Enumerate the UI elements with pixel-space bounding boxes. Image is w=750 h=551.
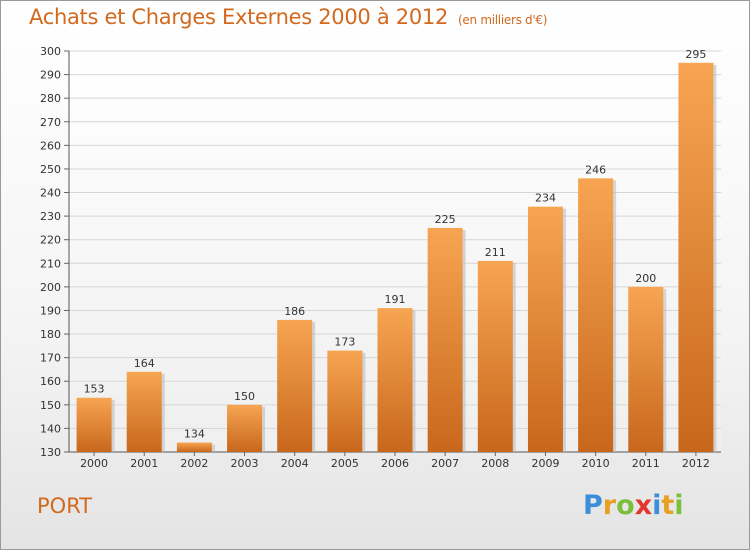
y-tick-label: 250 — [40, 163, 61, 176]
data-label: 191 — [385, 293, 406, 306]
bar — [277, 319, 313, 452]
data-label: 295 — [685, 48, 706, 61]
logo-letter: t — [661, 490, 675, 521]
y-tick-label: 180 — [40, 328, 61, 341]
x-tick-label: 2009 — [531, 457, 559, 470]
x-tick-label: 2008 — [481, 457, 509, 470]
title-unit: (en milliers d'€) — [458, 13, 548, 27]
data-label: 246 — [585, 163, 606, 176]
x-tick-label: 2007 — [431, 457, 459, 470]
bar — [176, 442, 212, 452]
y-tick-label: 160 — [40, 375, 61, 388]
bar — [578, 178, 614, 452]
y-tick-label: 140 — [40, 422, 61, 435]
logo-letter: o — [616, 490, 635, 521]
x-tick-label: 2012 — [682, 457, 710, 470]
y-tick-label: 290 — [40, 69, 61, 82]
y-tick-label: 200 — [40, 281, 61, 294]
y-tick-label: 220 — [40, 234, 61, 247]
bar — [227, 404, 263, 452]
data-label: 153 — [84, 383, 105, 396]
logo-letter: i — [652, 490, 662, 521]
bar — [628, 286, 664, 452]
data-label: 200 — [635, 272, 656, 285]
x-tick-label: 2005 — [331, 457, 359, 470]
x-tick-label: 2003 — [231, 457, 259, 470]
y-tick-label: 260 — [40, 139, 61, 152]
logo-letter: P — [583, 490, 603, 521]
proxiti-logo: Proxiti — [583, 490, 684, 521]
commune-name: PORT — [37, 494, 93, 518]
data-label: 164 — [134, 357, 155, 370]
bar — [327, 350, 363, 452]
data-label: 225 — [435, 213, 456, 226]
bar — [76, 397, 112, 452]
bar — [126, 371, 162, 452]
y-tick-label: 190 — [40, 304, 61, 317]
logo-letter: r — [602, 490, 617, 521]
x-tick-label: 2011 — [632, 457, 660, 470]
bar — [477, 260, 513, 452]
bar — [527, 206, 563, 452]
y-tick-label: 280 — [40, 92, 61, 105]
logo-letter: x — [634, 490, 653, 521]
data-label: 150 — [234, 390, 255, 403]
y-tick-label: 270 — [40, 116, 61, 129]
y-tick-label: 230 — [40, 210, 61, 223]
y-tick-label: 170 — [40, 352, 61, 365]
x-tick-label: 2002 — [180, 457, 208, 470]
chart-title: Achats et Charges Externes 2000 à 2012 (e… — [29, 5, 547, 29]
x-tick-label: 2004 — [281, 457, 309, 470]
logo-letter: i — [674, 490, 684, 521]
title-text: Achats et Charges Externes 2000 à 2012 — [29, 5, 449, 29]
x-tick-label: 2010 — [582, 457, 610, 470]
x-tick-label: 2001 — [130, 457, 158, 470]
y-tick-label: 210 — [40, 257, 61, 270]
data-label: 186 — [284, 305, 305, 318]
data-label: 173 — [334, 336, 355, 349]
data-label: 211 — [485, 246, 506, 259]
bar — [427, 227, 463, 452]
y-tick-label: 150 — [40, 399, 61, 412]
data-label: 134 — [184, 428, 205, 441]
y-tick-label: 240 — [40, 187, 61, 200]
x-tick-label: 2000 — [80, 457, 108, 470]
y-tick-label: 300 — [40, 45, 61, 58]
x-tick-label: 2006 — [381, 457, 409, 470]
bar — [678, 62, 714, 452]
y-tick-label: 130 — [40, 446, 61, 459]
data-label: 234 — [535, 192, 556, 205]
bar — [377, 308, 413, 452]
